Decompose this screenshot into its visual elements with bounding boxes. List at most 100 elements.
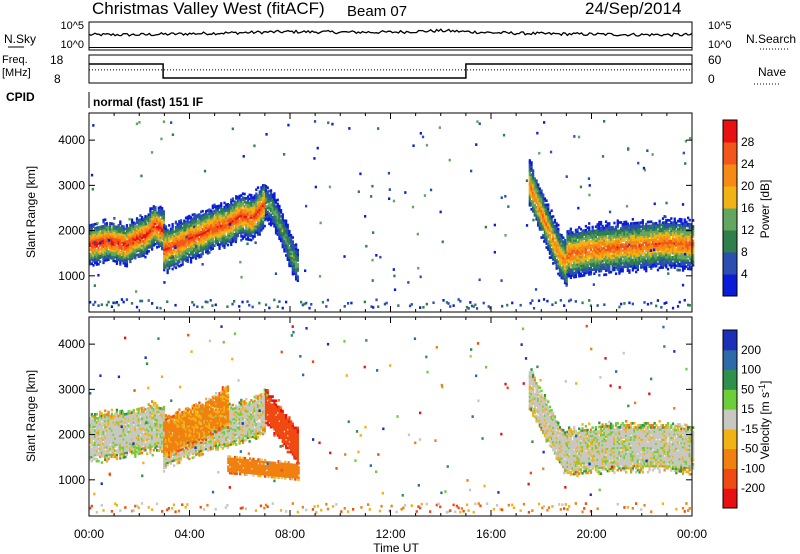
power-cell-2220 xyxy=(283,241,286,245)
power-cell-691 xyxy=(151,215,154,219)
power-cell-2017 xyxy=(261,200,265,204)
power-cell-2123 xyxy=(273,214,276,218)
power-cell-286 xyxy=(114,225,117,228)
power-cell-2182 xyxy=(278,208,281,212)
power-cell-839 xyxy=(163,236,166,239)
power-cell-1653 xyxy=(231,219,235,223)
power-cell-1454 xyxy=(215,221,218,225)
power-cell-753 xyxy=(157,235,160,238)
power-cell-4652 xyxy=(545,212,548,216)
power-cell-2378 xyxy=(528,175,531,179)
power-cell-876 xyxy=(166,251,169,254)
power-cell-589 xyxy=(142,235,145,239)
power-cell-334 xyxy=(119,238,122,242)
power-cell-627 xyxy=(146,235,149,239)
power-cell-2090 xyxy=(269,219,273,223)
power-cell-4551 xyxy=(264,303,268,307)
power-cell-1600 xyxy=(226,203,230,206)
power-cell-599 xyxy=(144,255,147,259)
power-cell-1719 xyxy=(236,202,240,205)
power-cell-4768 xyxy=(642,166,646,170)
power-cell-4601 xyxy=(501,304,504,308)
power-cell-4782 xyxy=(637,161,640,165)
power-cell-1183 xyxy=(191,221,194,225)
power-cell-4610 xyxy=(546,299,549,303)
power-cell-1448 xyxy=(215,233,218,237)
power-cell-1959 xyxy=(256,196,260,200)
power-cell-1641 xyxy=(230,200,233,204)
power-cell-1814 xyxy=(245,205,248,208)
power-cell-4576 xyxy=(385,301,388,305)
power-cell-675 xyxy=(151,248,154,251)
power-cell-1324 xyxy=(205,250,208,254)
power-cell-315 xyxy=(117,238,120,241)
power-cell-1100 xyxy=(184,224,188,228)
power-cell-1363 xyxy=(206,213,209,216)
power-cell-692 xyxy=(151,213,154,217)
power-cell-1927 xyxy=(255,216,258,220)
power-cell-1026 xyxy=(179,251,183,255)
power-cell-1558 xyxy=(223,213,226,217)
cpid-text: normal (fast) 151 IF xyxy=(93,95,203,109)
power-cell-1571 xyxy=(225,223,228,227)
power-cell-1544 xyxy=(223,242,226,245)
power-cell-2024 xyxy=(261,184,265,187)
power-cell-1378 xyxy=(208,222,211,226)
power-cell-2209 xyxy=(281,225,284,229)
power-cell-1697 xyxy=(235,207,238,210)
power-cell-844 xyxy=(163,223,166,227)
power-cell-464 xyxy=(130,230,134,234)
power-cell-1877 xyxy=(250,198,253,201)
power-cell-590 xyxy=(142,233,145,237)
power-cell-435 xyxy=(129,254,132,258)
power-cell-1403 xyxy=(210,213,213,217)
power-cell-2428 xyxy=(532,169,535,172)
power-cell-2407 xyxy=(530,161,533,164)
power-cell-406 xyxy=(125,244,129,248)
power-cell-4528 xyxy=(151,302,154,305)
power-cell-695 xyxy=(152,243,155,247)
power-cell-708 xyxy=(152,217,155,221)
power-cell-1310 xyxy=(203,239,206,243)
power-cell-106 xyxy=(97,234,100,237)
power-cell-1489 xyxy=(218,233,221,236)
power-cell-1335 xyxy=(205,226,208,230)
power-cell-1237 xyxy=(196,234,199,237)
power-cell-4791 xyxy=(203,169,207,173)
power-cell-1154 xyxy=(189,238,193,242)
power-cell-1267 xyxy=(200,253,203,256)
power-cell-2355 xyxy=(296,267,299,270)
power-cell-1678 xyxy=(233,206,236,210)
power-cell-2267 xyxy=(288,264,291,268)
power-cell-735 xyxy=(156,237,159,241)
power-cell-2246 xyxy=(285,223,288,227)
power-cell-4653 xyxy=(160,137,163,141)
power-cell-650 xyxy=(147,221,150,225)
power-cell-2148 xyxy=(274,205,278,208)
power-cell-1389 xyxy=(210,242,213,245)
power-cell-1390 xyxy=(210,240,213,243)
power-cell-1149 xyxy=(189,248,193,252)
power-cell-1276 xyxy=(200,232,203,236)
power-cell-507 xyxy=(135,253,139,257)
power-cell-2253 xyxy=(286,250,289,253)
power-cell-4771 xyxy=(348,127,351,130)
power-cell-4669 xyxy=(170,121,173,124)
power-cell-1887 xyxy=(251,220,255,224)
power-cell-29 xyxy=(90,237,93,241)
power-cell-193 xyxy=(105,236,109,239)
power-cell-912 xyxy=(169,252,173,255)
power-cell-1918 xyxy=(253,198,256,202)
power-cell-1295 xyxy=(201,234,204,237)
power-cell-732 xyxy=(156,246,159,249)
power-cell-1696 xyxy=(235,209,238,212)
power-cell-20 xyxy=(90,256,93,259)
power-cell-1202 xyxy=(193,223,196,226)
power-cell-1009 xyxy=(178,244,181,248)
power-cell-2374 xyxy=(528,183,531,187)
power-cell-471 xyxy=(132,256,135,259)
power-cell-4264 xyxy=(673,217,676,221)
power-cell-651 xyxy=(147,219,150,223)
power-cell-4715 xyxy=(162,120,166,124)
power-cell-1387 xyxy=(210,246,213,249)
